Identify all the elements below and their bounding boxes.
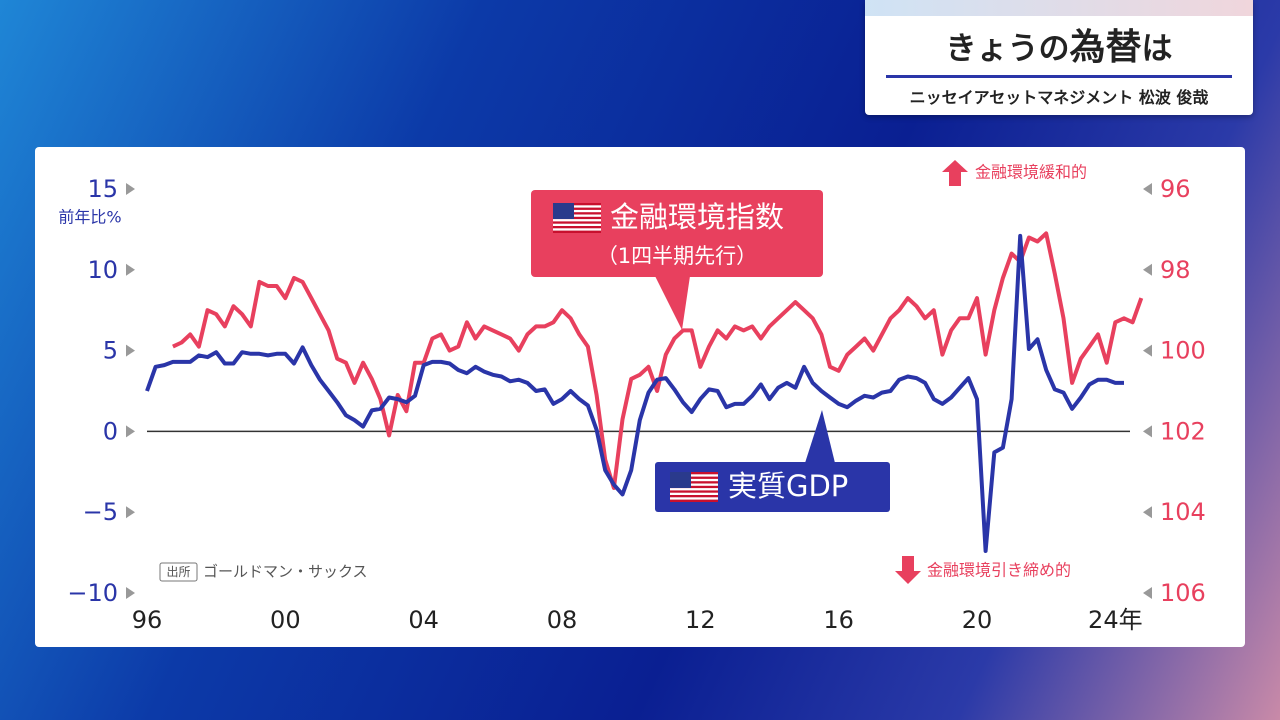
y2-tick-label: 106: [1160, 579, 1206, 607]
series-label: 金融環境指数: [610, 200, 784, 234]
title-part: 為替: [1069, 27, 1142, 68]
annotation: （1四半期先行）: [597, 244, 757, 268]
x-tick-label: 12: [685, 606, 716, 634]
x-tick-label: 08: [547, 606, 578, 634]
us-flag: [553, 203, 601, 233]
callout-box: [531, 190, 823, 277]
x-tick-label: 96: [132, 606, 163, 634]
y2-tick-mark: [1143, 183, 1152, 195]
y2-tick-label: 102: [1160, 417, 1206, 445]
series-label: 実質GDP: [728, 469, 848, 503]
y-tick-label: −5: [83, 498, 118, 526]
y2-tick-mark: [1143, 344, 1152, 357]
source: ゴールドマン・サックス: [203, 563, 368, 581]
chart-panel: [35, 147, 1245, 647]
annotation: 金融環境引き締め的: [927, 561, 1071, 580]
y2-tick-label: 100: [1160, 337, 1206, 365]
series-line: [145, 233, 1124, 553]
y2-tick-mark: [1143, 425, 1152, 438]
annotation: 金融環境緩和的: [975, 163, 1087, 182]
y-tick-label: −10: [67, 579, 118, 607]
y-tick-mark: [126, 506, 135, 519]
x-tick-label: 16: [823, 606, 854, 634]
header-title: きょうの為替は: [865, 28, 1253, 69]
y-axis-label: 前年比%: [58, 208, 121, 227]
title-part: きょうの: [945, 31, 1070, 67]
y-tick-label: 5: [103, 337, 118, 365]
y-tick-mark: [126, 587, 135, 599]
up-arrow: [942, 160, 968, 186]
down-arrow: [895, 556, 921, 584]
x-tick-label: 24年: [1088, 606, 1143, 634]
header-subtitle: ニッセイアセットマネジメント 松波 俊哉: [909, 88, 1209, 107]
y2-tick-label: 96: [1160, 175, 1191, 203]
source-tag: 出所: [166, 565, 190, 579]
source-tag-box: [159, 562, 198, 582]
y-tick-mark: [126, 425, 135, 438]
callout-pointer: [655, 276, 690, 330]
series-line: [172, 231, 1144, 490]
x-tick-label: 04: [408, 606, 439, 634]
y2-tick-label: 104: [1160, 498, 1206, 526]
x-tick-label: 20: [962, 606, 993, 634]
header-strip: [865, 0, 1253, 16]
callout-pointer: [805, 410, 835, 463]
x-tick-label: 00: [270, 606, 301, 634]
header-rule: [886, 75, 1232, 78]
y2-tick-mark: [1143, 263, 1152, 276]
y-tick-label: 10: [87, 256, 118, 284]
y-tick-mark: [126, 183, 135, 195]
header-box: きょうの為替は ニッセイアセットマネジメント 松波 俊哉: [865, 0, 1253, 115]
us-flag: [670, 472, 718, 502]
y-tick-label: 15: [87, 175, 118, 203]
y-tick-label: 0: [103, 417, 118, 445]
y2-tick-label: 98: [1160, 256, 1191, 284]
title-part: は: [1141, 31, 1173, 67]
plot-area: −10 −5 0 5 10 15 96 98 100 102 104 106 96 00 04 08 12 16 2…: [67, 175, 1205, 634]
y-tick-mark: [126, 263, 135, 276]
y2-tick-mark: [1143, 506, 1152, 519]
y-tick-mark: [126, 344, 135, 357]
y2-tick-mark: [1143, 587, 1152, 599]
